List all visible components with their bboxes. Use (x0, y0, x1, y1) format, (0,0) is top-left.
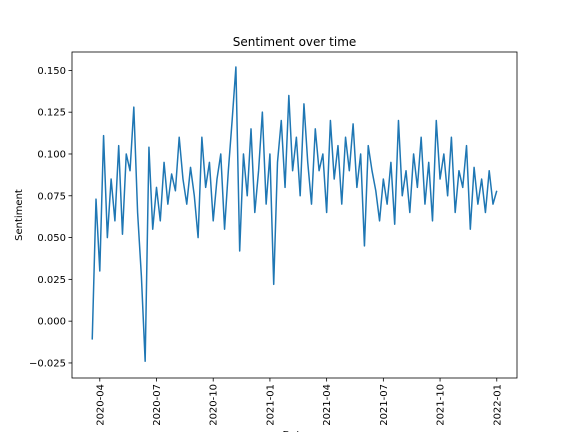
chart-title: Sentiment over time (233, 35, 357, 49)
x-tick-label: 2021-10 (436, 384, 447, 426)
line-series (91, 66, 498, 363)
x-tick-label: 2020-07 (152, 384, 163, 426)
y-tick-label: 0.000 (37, 317, 66, 328)
x-tick-label: 2021-07 (379, 384, 390, 426)
y-tick-label: 0.100 (37, 149, 66, 160)
y-tick-label: 0.150 (37, 66, 66, 77)
x-tick-label: 2021-04 (322, 384, 333, 426)
x-tick-label: 2020-10 (209, 384, 220, 426)
x-axis-label: Date (283, 430, 307, 432)
y-tick-label: 0.050 (37, 233, 66, 244)
y-tick-label: 0.125 (37, 108, 66, 119)
x-tick-label: 2022-01 (492, 384, 503, 426)
y-tick-label: 0.075 (37, 191, 66, 202)
y-tick-label: −0.025 (29, 358, 66, 369)
x-tick-label: 2020-04 (95, 384, 106, 426)
axes-frame (71, 51, 518, 379)
y-axis-label: Sentiment (14, 189, 25, 241)
x-tick-label: 2021-01 (265, 384, 276, 426)
y-tick-label: 0.025 (37, 275, 66, 286)
